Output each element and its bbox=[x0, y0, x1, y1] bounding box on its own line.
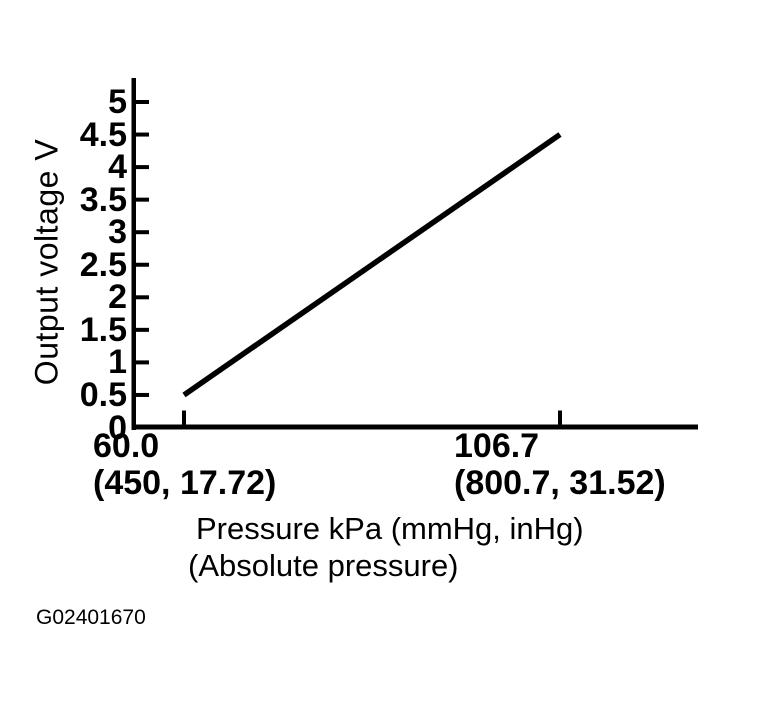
y-tick-label: 3 bbox=[108, 213, 127, 252]
y-tick-mark bbox=[136, 327, 149, 332]
y-tick-mark bbox=[136, 100, 149, 104]
y-tick-label: 4 bbox=[108, 148, 127, 187]
x-tick-mark bbox=[558, 410, 562, 425]
sensor-output-line bbox=[182, 132, 562, 398]
y-tick-mark bbox=[136, 132, 149, 137]
y-tick-mark bbox=[136, 262, 149, 267]
y-tick-label: 2 bbox=[108, 278, 127, 317]
y-tick-mark bbox=[136, 165, 149, 170]
x-tick-group: 60.0 (450, 17.72) bbox=[93, 428, 276, 501]
y-tick-mark bbox=[136, 360, 149, 365]
x-tick-sublabel: (800.7, 31.52) bbox=[454, 464, 666, 502]
y-axis-label: Output voltage V bbox=[28, 138, 65, 386]
y-tick-label: 4.5 bbox=[79, 115, 127, 154]
y-tick-mark bbox=[136, 197, 149, 202]
y-tick-label: 2.5 bbox=[79, 245, 127, 284]
y-tick-mark bbox=[136, 295, 149, 300]
x-axis-title-line2: (Absolute pressure) bbox=[188, 548, 459, 583]
figure-code: G02401670 bbox=[36, 606, 146, 629]
x-axis-line bbox=[131, 424, 698, 430]
y-tick-label: 3.5 bbox=[79, 180, 127, 219]
y-tick-label: 0 bbox=[108, 408, 127, 447]
x-axis-title-line1: Pressure kPa (mmHg, inHg) bbox=[196, 511, 584, 546]
x-tick-mark bbox=[182, 410, 186, 425]
x-tick-sublabel: (450, 17.72) bbox=[93, 464, 277, 502]
y-axis-line bbox=[131, 78, 136, 430]
y-tick-mark bbox=[136, 230, 149, 235]
y-tick-label: 1 bbox=[108, 343, 127, 382]
x-tick-group: 106.7 (800.7, 31.52) bbox=[454, 428, 666, 501]
y-tick-label: 1.5 bbox=[79, 310, 127, 349]
y-tick-label: 5 bbox=[108, 83, 127, 121]
x-tick-label: 60.0 bbox=[93, 427, 160, 465]
y-tick-mark bbox=[136, 392, 149, 397]
y-tick-label: 0.5 bbox=[79, 375, 127, 414]
x-tick-label: 106.7 bbox=[454, 427, 540, 465]
